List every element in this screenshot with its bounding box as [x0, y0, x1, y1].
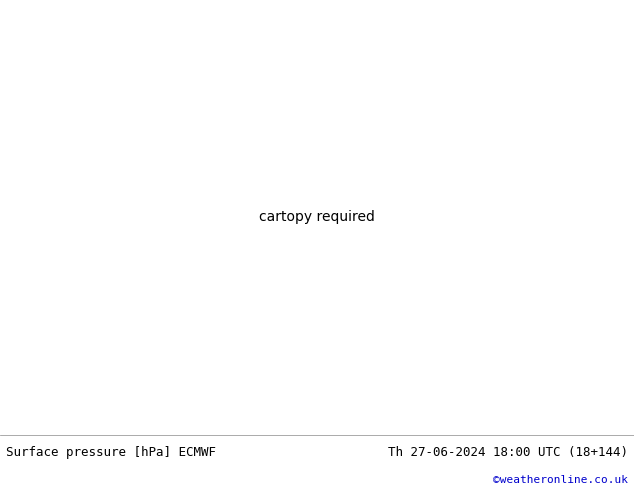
- Text: Surface pressure [hPa] ECMWF: Surface pressure [hPa] ECMWF: [6, 446, 216, 459]
- Text: Th 27-06-2024 18:00 UTC (18+144): Th 27-06-2024 18:00 UTC (18+144): [387, 446, 628, 459]
- Text: ©weatheronline.co.uk: ©weatheronline.co.uk: [493, 475, 628, 485]
- Text: cartopy required: cartopy required: [259, 210, 375, 224]
